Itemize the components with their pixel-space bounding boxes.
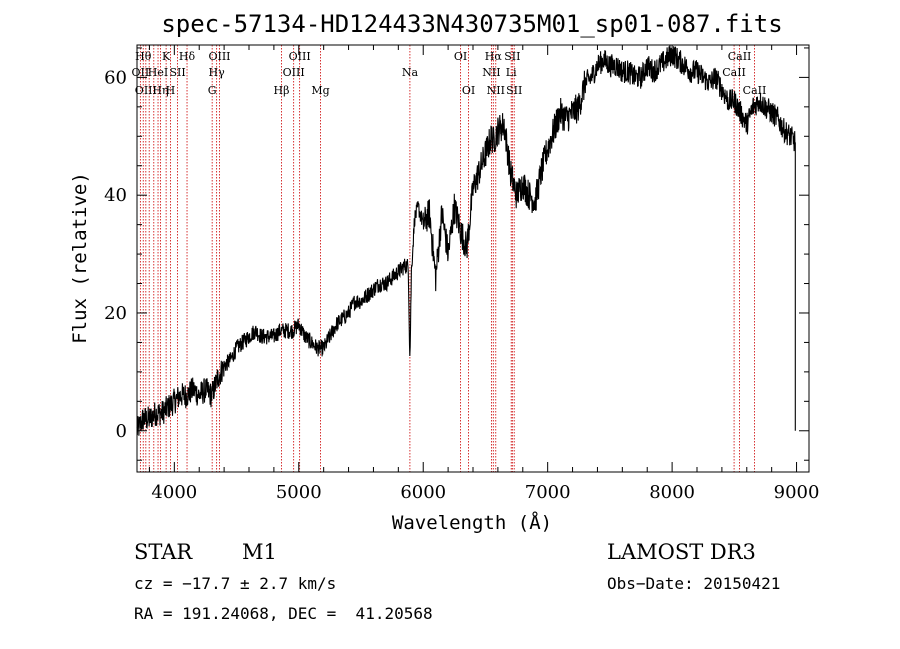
line-marker-label: CaII [722,66,746,79]
spectral-line-labels: OII Hθ OIII HeI Hη K H SII Hδ G Hγ OIII Hβ OIII OIII Mg… [132,50,767,97]
line-marker-label: Na [402,66,419,79]
line-marker-label: OI [454,50,467,63]
line-marker-label: SII [504,50,520,63]
line-marker-label: OII [132,66,150,79]
x-tick-label: 8000 [649,482,695,503]
plot-frame [136,44,810,473]
line-marker-label: H [166,84,176,97]
line-marker-label: Li [506,66,517,79]
survey-name: LAMOST DR3 [607,540,756,564]
x-tick-label: 9000 [774,482,820,503]
line-marker-label: NII [482,66,500,79]
line-marker-label: Mg [311,84,329,97]
y-tick-label: 20 [104,303,127,324]
line-marker-label: Hη [152,84,168,97]
line-marker-label: SII [169,66,185,79]
line-marker-label: OIII [283,66,305,79]
line-marker-label: HeI [148,66,168,79]
line-marker-label: OIII [289,50,311,63]
x-tick-label: 5000 [276,482,322,503]
line-marker-label: SII [506,84,522,97]
line-marker-label: NII [487,84,505,97]
line-marker-label: CaII [728,50,752,63]
redshift-velocity: cz = −17.7 ± 2.7 km/s [134,574,337,593]
y-tick-label: 60 [104,67,127,88]
line-marker-label: Hθ [135,50,152,63]
object-subclass: M1 [242,540,277,564]
line-marker-label: Hβ [274,84,290,97]
line-marker-label: K [162,50,171,63]
line-marker-label: Hα [485,50,503,63]
spectrum-line [136,45,796,436]
sky-coordinates: RA = 191.24068, DEC = 41.20568 [134,604,433,623]
line-marker-label: OIII [208,50,230,63]
y-axis-label: Flux (relative) [69,172,91,344]
line-marker-label: CaII [743,84,767,97]
x-axis: 4000 5000 6000 7000 8000 9000 [148,45,820,503]
line-marker-label: Hδ [179,50,196,63]
x-tick-label: 7000 [525,482,571,503]
line-marker-label: OI [462,84,475,97]
observation-date: Obs−Date: 20150421 [607,574,781,593]
line-marker-label: Hγ [209,66,226,79]
y-tick-label: 40 [104,185,127,206]
y-tick-label: 0 [116,421,127,442]
line-marker-label: OIII [135,84,157,97]
chart-title: spec-57134-HD124433N430735M01_sp01-087.f… [161,10,782,38]
object-class: STAR [134,540,193,564]
x-axis-label: Wavelength (Å) [392,511,552,534]
x-tick-label: 4000 [151,482,197,503]
x-tick-label: 6000 [400,482,446,503]
line-marker-label: G [208,84,217,97]
spectral-line-markers [139,45,755,472]
y-axis: 0 20 40 60 [104,47,809,461]
